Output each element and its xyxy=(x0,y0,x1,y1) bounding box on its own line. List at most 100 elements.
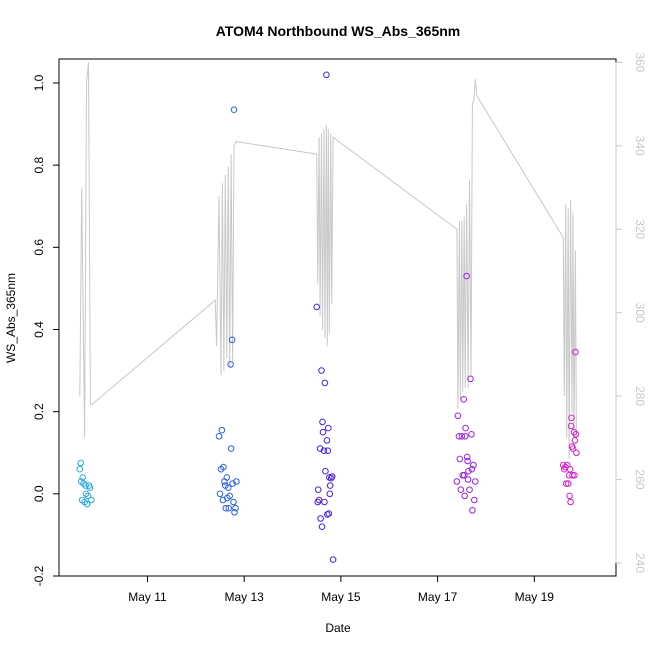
data-point xyxy=(79,474,86,481)
data-point xyxy=(227,361,234,368)
data-point xyxy=(460,396,468,403)
data-point xyxy=(226,492,233,500)
data-point xyxy=(318,367,325,374)
data-point xyxy=(323,437,331,444)
data-point xyxy=(228,336,236,344)
line-layer xyxy=(79,62,577,459)
data-point xyxy=(88,496,95,504)
y2-axis: 240 260 280 300 320 340 360 xyxy=(615,52,647,573)
data-point xyxy=(233,478,240,485)
data-point xyxy=(465,467,472,475)
y2-tick-label: 240 xyxy=(633,553,647,573)
data-point xyxy=(215,433,223,440)
data-point xyxy=(569,445,577,452)
y2-tick-label: 300 xyxy=(633,303,647,323)
y-tick-label: 0.0 xyxy=(32,485,46,502)
data-point xyxy=(567,498,574,506)
data-point xyxy=(224,484,232,492)
data-point xyxy=(454,412,462,420)
data-point xyxy=(313,303,321,311)
data-point xyxy=(329,556,337,563)
data-point xyxy=(223,474,231,481)
x-tick-label: May 13 xyxy=(224,590,264,604)
data-point xyxy=(319,428,327,436)
data-point xyxy=(469,507,476,514)
data-point xyxy=(464,476,472,483)
x-axis: May 11 May 13 May 15 May 17 May 19 xyxy=(128,575,554,604)
y2-tick-label: 260 xyxy=(633,470,647,490)
y-tick-label: 0.6 xyxy=(32,239,46,256)
data-point xyxy=(324,447,332,455)
data-point xyxy=(82,490,90,498)
data-point xyxy=(468,431,475,438)
data-point xyxy=(321,379,329,387)
data-point xyxy=(326,490,334,498)
data-point xyxy=(572,431,580,438)
data-point xyxy=(566,465,574,473)
data-point xyxy=(322,467,329,475)
data-point xyxy=(323,71,330,79)
data-point xyxy=(316,445,324,452)
data-point xyxy=(573,449,580,457)
data-point xyxy=(227,445,235,452)
data-point xyxy=(466,486,473,494)
x-axis-label: Date xyxy=(325,621,351,635)
data-point xyxy=(472,478,479,485)
data-point xyxy=(453,478,461,485)
data-point xyxy=(327,474,335,482)
x-tick-label: May 11 xyxy=(128,590,167,604)
data-point xyxy=(560,461,567,469)
y2-tick-label: 360 xyxy=(633,52,647,72)
data-point xyxy=(572,348,579,356)
secondary-line xyxy=(79,62,577,459)
data-point xyxy=(567,422,575,430)
chart-title: ATOM4 Northbound WS_Abs_365nm xyxy=(216,23,461,39)
data-point xyxy=(76,465,84,473)
data-point xyxy=(83,500,91,508)
plot-frame xyxy=(58,58,617,577)
data-point xyxy=(462,424,469,432)
data-point xyxy=(458,433,466,440)
data-point xyxy=(225,504,232,512)
data-point xyxy=(321,498,328,506)
data-point xyxy=(230,106,238,113)
y-tick-label: 0.2 xyxy=(32,403,46,420)
data-point xyxy=(562,480,570,487)
data-point xyxy=(229,480,236,487)
data-point xyxy=(320,447,328,455)
data-point xyxy=(318,523,326,531)
x-tick-label: May 15 xyxy=(321,590,361,604)
data-point xyxy=(457,486,465,494)
data-point xyxy=(571,472,578,479)
data-point xyxy=(455,433,463,440)
data-point xyxy=(232,504,239,512)
data-point xyxy=(468,465,476,473)
y-tick-label: -0.2 xyxy=(32,565,46,586)
data-point xyxy=(471,496,478,504)
x-tick-label: May 17 xyxy=(418,590,458,604)
data-point xyxy=(216,490,224,498)
y-tick-label: 1.0 xyxy=(32,74,46,91)
data-point xyxy=(325,510,333,517)
data-point xyxy=(230,498,237,506)
y-axis-label: WS_Abs_365nm xyxy=(4,273,18,363)
data-point xyxy=(568,414,575,422)
data-point xyxy=(456,455,464,463)
y-tick-label: 0.4 xyxy=(32,321,46,338)
data-point xyxy=(77,459,84,467)
points-layer xyxy=(76,71,580,563)
data-point xyxy=(464,457,471,465)
y2-tick-label: 320 xyxy=(633,219,647,239)
data-point xyxy=(231,509,238,516)
data-point xyxy=(463,272,470,280)
data-point xyxy=(220,463,227,471)
y2-tick-label: 340 xyxy=(633,136,647,156)
data-point xyxy=(325,424,332,432)
data-point xyxy=(222,504,230,512)
data-point xyxy=(326,482,334,489)
data-point xyxy=(463,453,471,461)
data-point xyxy=(470,461,477,469)
data-point xyxy=(86,484,94,492)
data-point xyxy=(566,492,573,500)
